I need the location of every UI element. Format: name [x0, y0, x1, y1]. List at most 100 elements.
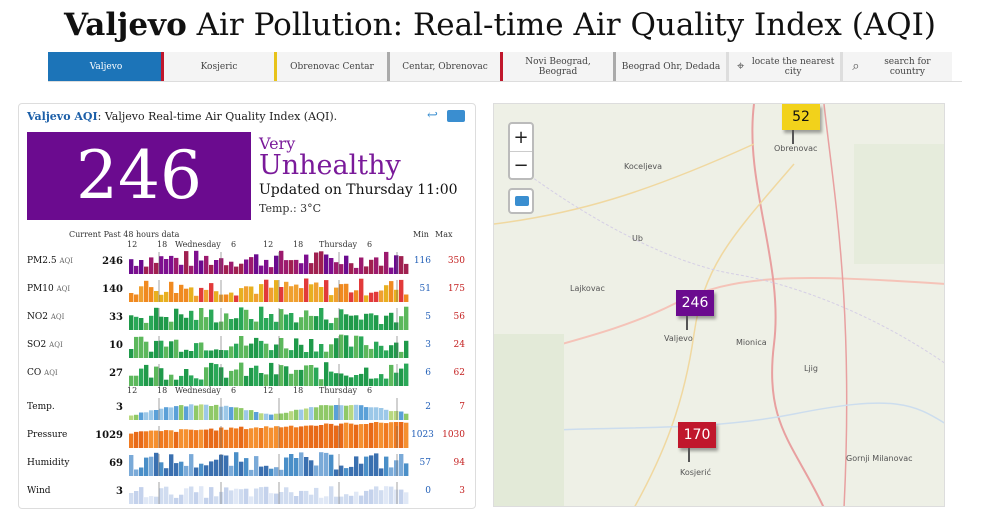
sparkline-bar	[199, 463, 204, 476]
sparkline-bar	[254, 488, 259, 504]
sparkline-bar	[379, 408, 384, 420]
sparkline-bar	[399, 489, 404, 504]
sparkline-bar	[319, 497, 324, 504]
sparkline-bar	[234, 343, 239, 358]
map-marker-valjevo[interactable]: 246	[676, 290, 714, 330]
sparkline-bar	[179, 284, 184, 302]
sparkline-bar	[314, 316, 319, 330]
sparkline-bar	[214, 404, 219, 420]
nav-item-obrenovac-centar[interactable]: Obrenovac Centar	[274, 52, 387, 81]
row-current: 1029	[95, 430, 123, 441]
zoom-out-button[interactable]: −	[513, 155, 529, 176]
row-pm10[interactable]: PM10 AQI 140 51 175	[25, 276, 469, 304]
nav-item-novi-beograd[interactable]: Novi Beograd, Beograd	[500, 52, 613, 81]
sparkline-bar	[154, 340, 159, 358]
sparkline-bar	[379, 265, 384, 274]
sparkline-bar	[234, 407, 239, 420]
sparkline-bar	[404, 413, 409, 420]
row-humidity[interactable]: Humidity 69 57 94	[25, 450, 469, 478]
sparkline-bar	[244, 488, 249, 504]
sparkline-bar	[139, 412, 144, 420]
row-temp[interactable]: Temp. 3 2 7	[25, 394, 469, 422]
sparkline-bar	[164, 407, 169, 420]
sparkline-bar	[309, 407, 314, 420]
sparkline-bar	[289, 373, 294, 386]
sparkline-bar	[169, 430, 174, 448]
sparkline-bar	[329, 323, 334, 330]
nav-item-kosjeric[interactable]: Kosjeric	[161, 52, 274, 81]
sparkline-bar	[384, 315, 389, 330]
sparkline-bar	[204, 404, 209, 420]
sparkline-bar	[239, 426, 244, 448]
sparkline-bar	[389, 422, 394, 448]
sparkline-bar	[329, 486, 334, 504]
sparkline-bar	[334, 317, 339, 330]
sparkline-bar	[334, 425, 339, 448]
share-icon[interactable]: ↩	[427, 108, 438, 123]
row-no2[interactable]: NO2 AQI 33 5 56	[25, 304, 469, 332]
place-label: Kosjerić	[680, 468, 711, 477]
sparkline-bar	[264, 279, 269, 302]
sparkline-bar	[159, 368, 164, 386]
sparkline-bar	[399, 411, 404, 420]
sparkline-bar	[324, 254, 329, 274]
sparkline-bar	[264, 486, 269, 504]
place-label: Valjevo	[664, 334, 693, 343]
sparkline-bar	[279, 287, 284, 302]
sparkline-bar	[369, 313, 374, 330]
sparkline-bar	[189, 404, 194, 420]
zoom-in-button[interactable]: +	[510, 124, 532, 152]
search-country-button[interactable]: ⌕ search for country	[840, 52, 952, 81]
sparkline-bar	[159, 408, 164, 420]
sparkline-bar	[294, 369, 299, 386]
map-layers-button[interactable]	[508, 188, 534, 214]
sparkline-bar	[274, 255, 279, 274]
sparkline-bar	[214, 291, 219, 302]
locate-nearest-button[interactable]: ⌖ locate the nearest city	[726, 52, 840, 81]
sparkline-bar	[284, 487, 289, 504]
sparkline-bar	[259, 340, 264, 358]
sparkline-bar	[374, 315, 379, 330]
nav-item-centar-obrenovac[interactable]: Centar, Obrenovac	[387, 52, 500, 81]
sparkline-bar	[184, 288, 189, 302]
sparkline-bar	[249, 367, 254, 386]
row-max: 94	[453, 458, 465, 468]
sparkline-bar	[179, 264, 184, 274]
layers-icon[interactable]	[447, 110, 465, 122]
map-panel[interactable]: Koceljeva Ub Lajkovac Valjevo Mionica Lj…	[493, 103, 945, 507]
sparkline-bar	[274, 374, 279, 386]
sparkline-bar	[144, 280, 149, 302]
nav-item-beograd-ohr[interactable]: Beograd Ohr, Dedada	[613, 52, 726, 81]
row-co[interactable]: CO AQI 27 6 62	[25, 360, 469, 388]
search-icon: ⌕	[852, 58, 860, 74]
row-max: 3	[459, 486, 465, 496]
sparkline-bar	[334, 338, 339, 358]
map-marker-kosjeric[interactable]: 170	[678, 422, 716, 462]
sparkline-bar	[179, 405, 184, 420]
sparkline-bar	[174, 431, 179, 448]
sparkline-bar	[209, 362, 214, 386]
row-wind[interactable]: Wind 3 0 3	[25, 478, 469, 506]
sparkline-bar	[404, 340, 409, 358]
map-marker-obrenovac[interactable]: 52	[782, 104, 820, 144]
card-header-city[interactable]: Valjevo AQI	[27, 110, 98, 123]
sparkline-bar	[329, 454, 334, 476]
nav-item-valjevo[interactable]: Valjevo	[48, 52, 161, 81]
sparkline-bar	[394, 255, 399, 274]
sparkline-bar	[234, 452, 239, 476]
sparkline-bar	[294, 427, 299, 448]
sparkline-bar	[314, 425, 319, 448]
sparkline-bar	[344, 255, 349, 274]
sparkline-bar	[314, 252, 319, 274]
sparkline-bar	[284, 457, 289, 476]
sparkline-bar	[164, 430, 169, 448]
row-so2[interactable]: SO2 AQI 10 3 24	[25, 332, 469, 360]
aqi-level-line1: Very	[259, 134, 296, 153]
aqi-card: Valjevo AQI: Valjevo Real-time Air Quali…	[18, 103, 476, 509]
header-current: Current Past 48 hours data	[69, 230, 180, 239]
sparkline-bar	[244, 259, 249, 274]
sparkline-bar	[269, 350, 274, 358]
row-pm25[interactable]: PM2.5 AQI 246 116 350	[25, 248, 469, 276]
place-label: Ljig	[804, 364, 818, 373]
row-pressure[interactable]: Pressure 1029 1023 1030	[25, 422, 469, 450]
